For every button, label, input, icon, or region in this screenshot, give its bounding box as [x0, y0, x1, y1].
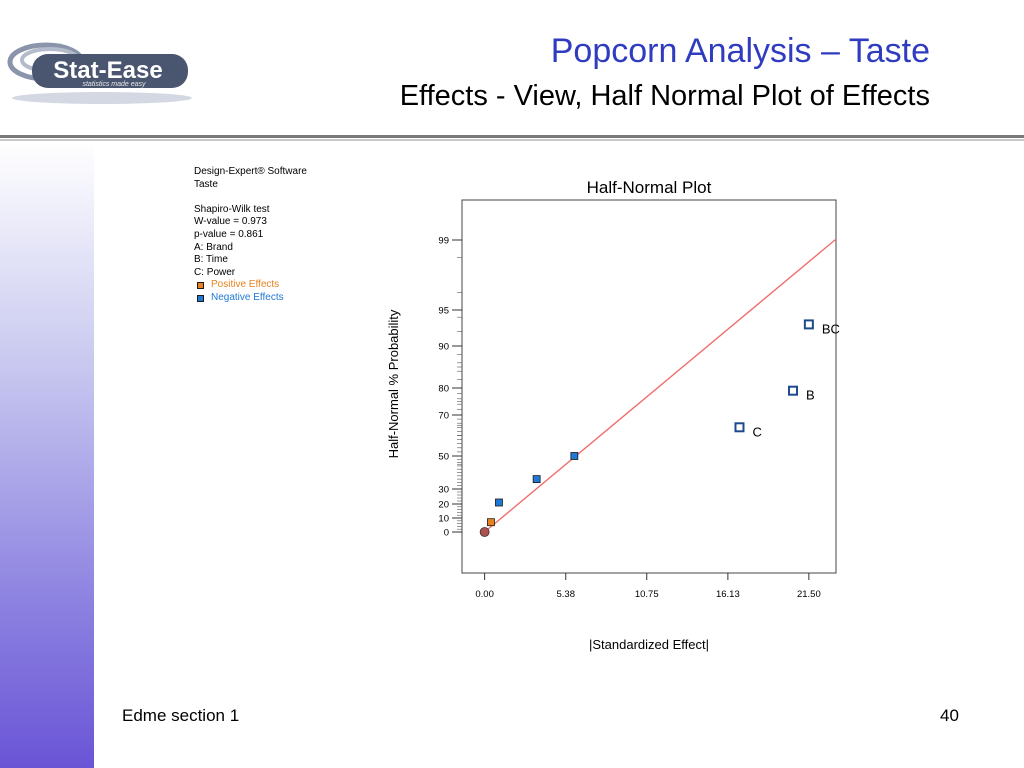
design-info-panel: Design-Expert® Software Taste Shapiro-Wi…	[194, 166, 307, 305]
p-value: p-value = 0.861	[194, 228, 264, 240]
slide-title: Popcorn Analysis – Taste	[550, 32, 930, 70]
fit-line-group	[484, 238, 837, 533]
w-value: W-value = 0.973	[194, 216, 267, 228]
x-axis: 0.00 5.38 10.75 16.13 21.50	[475, 573, 821, 600]
y-tick-label: 10	[438, 514, 449, 525]
factor-c: C: Power	[194, 266, 236, 278]
y-tick-label: 0	[444, 528, 449, 539]
legend-positive: Positive Effects	[194, 279, 307, 292]
response-name: Taste	[194, 178, 218, 190]
effect-point-label: B	[806, 388, 815, 403]
y-tick-label: 95	[438, 306, 449, 317]
y-tick-label: 99	[438, 236, 449, 247]
chart-title: Half-Normal Plot	[587, 178, 712, 197]
effect-point-selected	[803, 319, 814, 330]
header-divider	[0, 135, 1024, 138]
factor-a: A: Brand	[194, 241, 233, 253]
x-tick-label: 5.38	[557, 589, 576, 600]
effect-point-selected	[734, 422, 745, 433]
effect-point-label: BC	[822, 321, 840, 336]
slide-subtitle: Effects - View, Half Normal Plot of Effe…	[399, 80, 930, 112]
y-tick-label: 90	[438, 342, 449, 353]
header-divider-light	[0, 139, 1024, 141]
x-tick-label: 21.50	[797, 589, 821, 600]
logo-brand-text: Stat-Ease	[53, 57, 162, 84]
negative-effect-point	[495, 498, 503, 507]
footer-section: Edme section 1	[122, 706, 240, 725]
y-axis-label: Half-Normal % Probability	[386, 309, 401, 458]
x-axis-label: |Standardized Effect|	[589, 637, 709, 652]
factor-b: B: Time	[194, 254, 228, 266]
y-tick-label: 80	[438, 384, 449, 395]
software-name: Design-Expert® Software	[194, 166, 307, 177]
positive-effects-label: Positive Effects	[211, 279, 280, 291]
plot-frame	[461, 199, 837, 574]
x-tick-label: 0.00	[475, 589, 494, 600]
effect-point-selected	[788, 385, 799, 396]
y-tick-label: 50	[438, 452, 449, 463]
y-tick-label: 30	[438, 485, 449, 496]
x-tick-label: 16.13	[716, 589, 740, 600]
negative-effects-marker	[197, 294, 204, 302]
legend-negative: Negative Effects	[194, 292, 307, 305]
data-points: C B BC	[479, 319, 840, 537]
y-tick-label: 70	[438, 411, 449, 422]
negative-effect-point	[570, 452, 579, 460]
y-axis: 0 10 20 30 50 70 80 90 95 99	[438, 236, 462, 539]
test-name: Shapiro-Wilk test	[194, 203, 270, 215]
half-normal-plot: Half-Normal Plot 0 10 20 30 50 70 80 90 95 99 0.0…	[386, 178, 840, 652]
positive-effects-marker	[197, 282, 204, 290]
logo-tagline: statistics made easy	[82, 81, 146, 88]
stat-ease-logo: Stat-Ease statistics made easy	[6, 40, 196, 106]
error-point	[479, 527, 490, 537]
fit-line	[484, 238, 837, 533]
page-number: 40	[940, 706, 959, 725]
negative-effect-point	[532, 475, 541, 484]
gradient-sidebar	[0, 142, 94, 768]
effect-point-label: C	[752, 424, 761, 439]
x-tick-label: 10.75	[635, 589, 659, 600]
negative-effects-label: Negative Effects	[211, 291, 284, 303]
positive-effect-point	[487, 518, 495, 527]
y-tick-label: 20	[438, 500, 449, 511]
